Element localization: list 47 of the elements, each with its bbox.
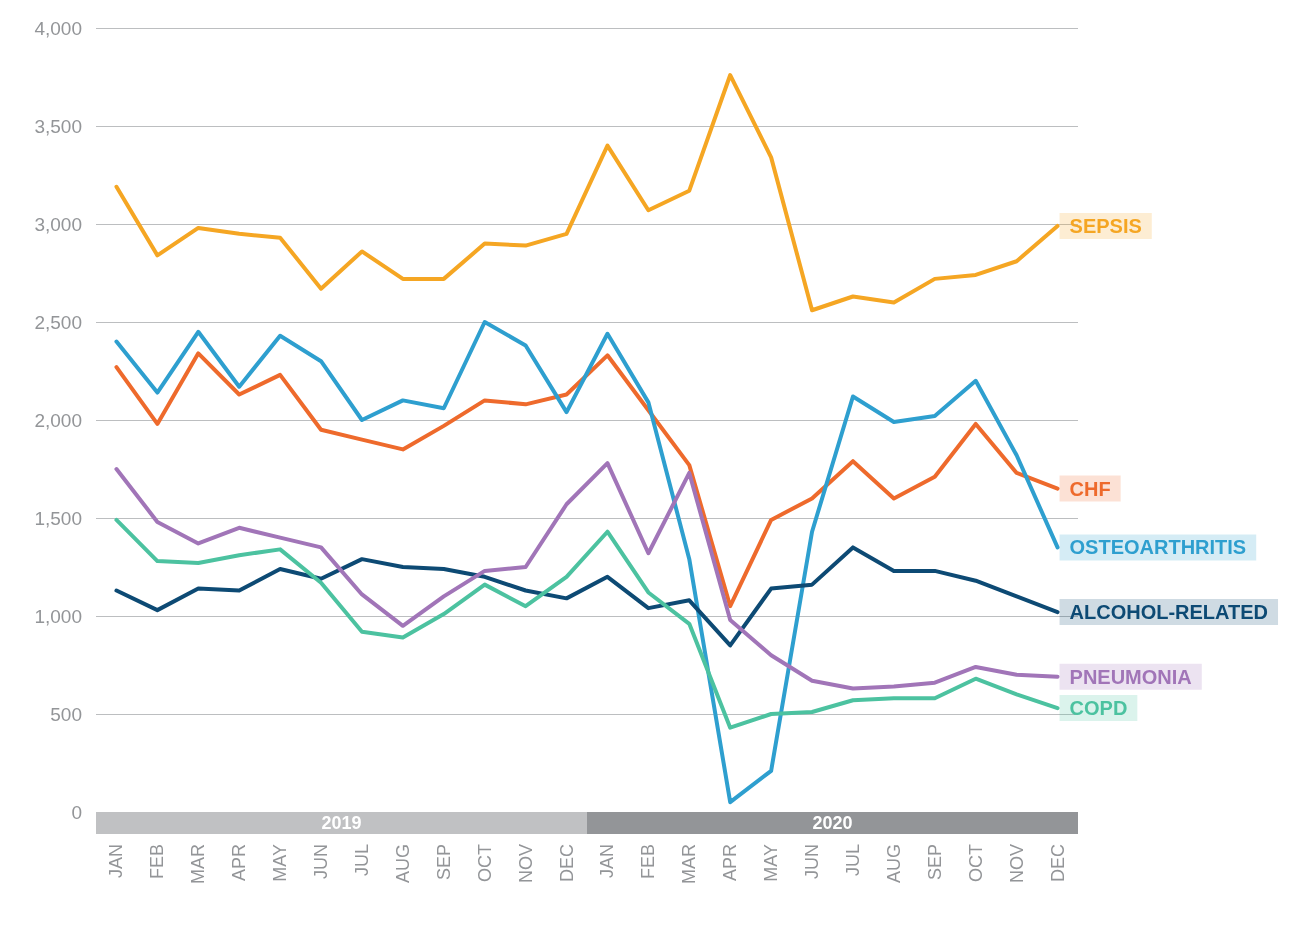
x-tick-label: FEB [638, 844, 659, 880]
y-tick-label: 2,500 [34, 311, 82, 333]
text: 2019 [321, 813, 362, 833]
x-tick-label: NOV [515, 844, 536, 884]
line-series [114, 461, 1060, 691]
y-tick-label: 1,000 [34, 605, 82, 627]
y-tick-label: 3,500 [34, 115, 82, 137]
x-tick-label: MAY [761, 844, 782, 882]
x-tick-label: FEB [147, 844, 168, 880]
x-tick-label: JAN [106, 844, 127, 879]
x-tick-label: SEP [924, 844, 945, 881]
series-label: ALCOHOL-RELATED [1069, 601, 1269, 624]
x-tick-label: JUN [311, 844, 332, 879]
x-tick-label: DEC [556, 844, 577, 883]
y-tick-label: 500 [50, 703, 82, 725]
x-tick-label: NOV [1006, 844, 1027, 884]
x-tick-label: JUL [351, 844, 372, 877]
y-tick-label: 0 [71, 801, 82, 823]
line-series [114, 545, 1060, 648]
line-series [114, 351, 1060, 609]
line-series [114, 517, 1060, 730]
series-label: COPD [1069, 697, 1128, 720]
x-tick-label: MAR [679, 844, 700, 884]
y-tick-label: 1,500 [34, 507, 82, 529]
series-label: CHF [1069, 477, 1111, 500]
x-tick-label: APR [720, 844, 741, 882]
x-tick-label: DEC [1047, 844, 1068, 883]
x-tick-label: JAN [597, 844, 618, 879]
y-tick-label: 4,000 [34, 17, 82, 39]
text: 2020 [812, 813, 853, 833]
x-tick-label: MAY [270, 844, 291, 882]
x-tick-label: MAR [188, 844, 209, 884]
x-tick-label: JUL [842, 844, 863, 877]
series-label: PNEUMONIA [1069, 665, 1192, 688]
line-series [114, 73, 1060, 313]
x-tick-label: APR [229, 844, 250, 882]
y-tick-label: 3,000 [34, 213, 82, 235]
y-tick-label: 2,000 [34, 409, 82, 431]
x-tick-label: OCT [965, 844, 986, 882]
series-label: SEPSIS [1069, 214, 1142, 237]
x-tick-label: AUG [883, 844, 904, 884]
line-series [114, 320, 1060, 805]
series-label: OSTEOARTHRITIS [1069, 536, 1247, 559]
x-tick-label: OCT [474, 844, 495, 882]
x-tick-label: JUN [802, 844, 823, 879]
x-tick-label: AUG [392, 844, 413, 884]
x-tick-label: SEP [433, 844, 454, 881]
